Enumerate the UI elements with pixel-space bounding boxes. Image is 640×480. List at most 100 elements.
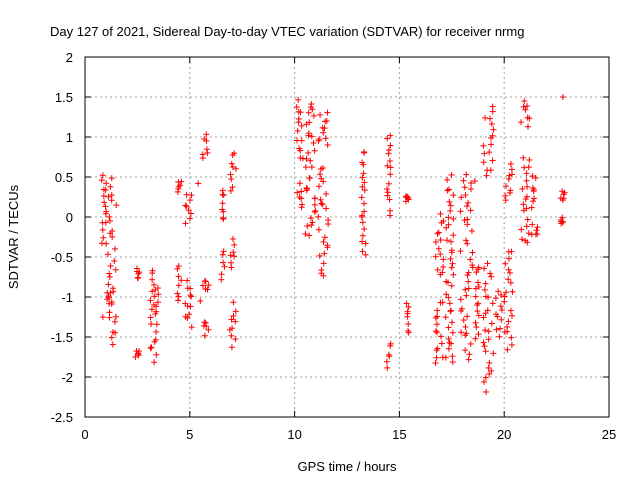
data-point [497, 325, 504, 332]
data-point [488, 273, 495, 280]
data-point [151, 338, 158, 345]
data-point [295, 119, 302, 126]
data-point [174, 290, 181, 297]
data-point [294, 127, 301, 134]
data-point [465, 278, 472, 285]
data-point [232, 318, 239, 325]
data-point [325, 221, 332, 228]
data-point [433, 354, 440, 361]
data-point [442, 314, 449, 321]
plot-frame [84, 56, 610, 418]
data-point [461, 217, 468, 224]
data-point [323, 118, 330, 125]
data-point [460, 177, 467, 184]
data-point [508, 334, 515, 341]
data-point [526, 115, 533, 122]
data-point [521, 98, 528, 105]
data-point [405, 320, 412, 327]
data-point [323, 190, 330, 197]
grid-lines [85, 57, 609, 417]
data-point [361, 149, 368, 156]
data-point [486, 359, 493, 366]
data-point [195, 180, 202, 187]
data-point [320, 238, 327, 245]
data-point [132, 353, 139, 360]
data-point [229, 235, 236, 242]
data-point [480, 142, 487, 149]
data-point [103, 240, 110, 247]
data-point [306, 175, 313, 182]
data-point [445, 324, 452, 331]
data-point [232, 308, 239, 315]
data-point [505, 318, 512, 325]
data-point [482, 327, 489, 334]
data-point [174, 265, 181, 272]
data-point [229, 151, 236, 158]
data-point [220, 259, 227, 266]
data-point [187, 292, 194, 299]
data-point [481, 343, 488, 350]
y-axis-label: SDTVAR / TECUs [6, 184, 21, 289]
data-point [520, 201, 527, 208]
data-point [359, 174, 366, 181]
data-point [457, 307, 464, 314]
data-point [496, 333, 503, 340]
data-point [362, 251, 369, 258]
data-point [498, 291, 505, 298]
data-point [445, 294, 452, 301]
data-point [220, 248, 227, 255]
data-point [433, 329, 440, 336]
y-tick-label: -2 [61, 370, 73, 385]
data-point [305, 109, 312, 116]
data-point [486, 115, 493, 122]
data-point [324, 244, 331, 251]
data-point [528, 231, 535, 238]
data-point [148, 344, 155, 351]
data-point [226, 326, 233, 333]
data-point [99, 314, 106, 320]
data-point [460, 317, 467, 324]
data-point [448, 340, 455, 347]
data-point [205, 282, 212, 289]
data-point [560, 195, 567, 202]
data-point [199, 282, 206, 289]
data-point [305, 149, 312, 156]
data-point [358, 194, 365, 201]
data-point [322, 135, 329, 142]
data-point [467, 207, 474, 214]
data-point [402, 194, 409, 200]
data-point [312, 207, 319, 214]
data-point [506, 269, 513, 276]
data-point [386, 158, 393, 165]
data-point [387, 342, 394, 349]
data-point [509, 171, 516, 178]
data-point [306, 232, 313, 239]
data-point [103, 180, 110, 187]
data-point [466, 351, 473, 358]
data-point [317, 111, 324, 118]
data-point [106, 309, 113, 316]
data-point [463, 292, 470, 299]
data-point [437, 333, 444, 340]
data-point [230, 249, 237, 256]
data-point [154, 299, 161, 306]
data-point [432, 238, 439, 245]
data-point [507, 279, 514, 286]
data-point [464, 272, 471, 279]
data-point [480, 159, 487, 166]
data-point [303, 121, 310, 128]
data-point [434, 266, 441, 273]
data-point [483, 172, 490, 179]
data-point [475, 283, 482, 290]
data-point [220, 192, 227, 199]
data-point [151, 293, 158, 300]
data-point [433, 321, 440, 328]
data-point [434, 307, 441, 314]
data-point [227, 252, 234, 259]
data-point [559, 218, 566, 225]
y-tick-label: -2.5 [51, 410, 73, 425]
data-point [457, 248, 464, 255]
data-point [480, 339, 487, 346]
data-point [444, 237, 451, 244]
